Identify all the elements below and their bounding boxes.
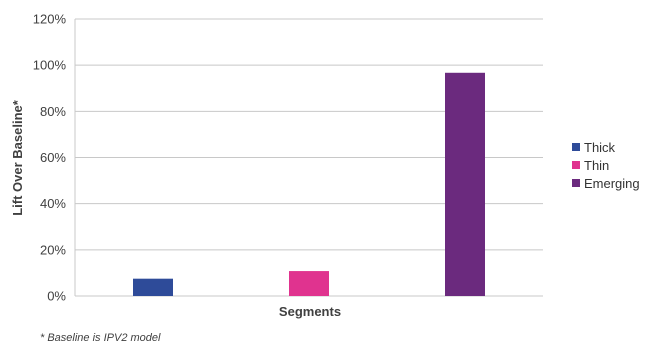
gridlines	[74, 18, 543, 297]
bars	[133, 72, 485, 296]
bar-thin	[289, 271, 329, 296]
y-tick-label: 60%	[40, 150, 66, 165]
legend-item-thin: Thin	[572, 156, 640, 174]
legend-swatch	[572, 179, 580, 187]
y-tick-label: 20%	[40, 242, 66, 257]
legend-label: Thick	[584, 139, 616, 155]
bar-emerging	[445, 72, 485, 296]
legend-label: Emerging	[584, 175, 640, 191]
y-tick-label: 100%	[33, 58, 67, 73]
y-axis-ticks: 0% 20% 40% 60% 80% 100% 120%	[33, 12, 67, 304]
bar-thick	[133, 278, 173, 296]
x-axis-title: Segments	[279, 304, 341, 319]
y-tick-label: 120%	[33, 12, 67, 27]
legend-label: Thin	[584, 157, 610, 173]
legend-swatch	[572, 143, 580, 151]
y-tick-label: 80%	[40, 104, 66, 119]
y-axis-title: Lift Over Baseline*	[10, 99, 25, 216]
y-tick-label: 0%	[47, 289, 66, 304]
footnote: * Baseline is IPV2 model	[40, 332, 161, 344]
legend: Thick Thin Emerging	[572, 138, 640, 192]
legend-item-emerging: Emerging	[572, 174, 640, 192]
legend-item-thick: Thick	[572, 138, 640, 156]
legend-swatch	[572, 161, 580, 169]
y-tick-label: 40%	[40, 196, 66, 211]
